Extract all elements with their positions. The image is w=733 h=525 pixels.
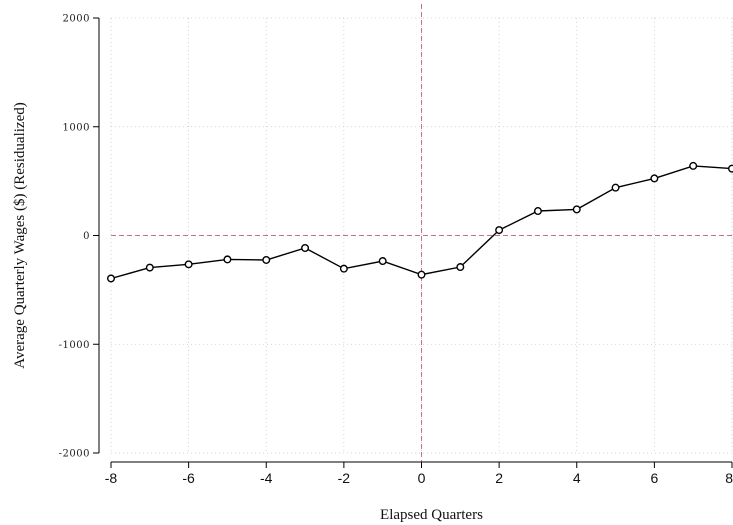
data-point: [145, 263, 154, 272]
x-tick-label: -8: [105, 470, 118, 486]
data-point: [728, 164, 733, 173]
reference-lines: [111, 4, 732, 462]
x-axis-title: Elapsed Quarters: [380, 507, 483, 523]
x-tick-label: 2: [495, 470, 503, 486]
y-tick-label: 1000: [63, 122, 90, 133]
data-point: [611, 183, 620, 192]
data-point: [223, 255, 232, 264]
data-point: [184, 260, 193, 269]
data-point: [456, 263, 465, 272]
axes: [93, 17, 733, 468]
x-tick-label: -4: [260, 470, 273, 486]
data-point: [417, 270, 426, 279]
data-point: [378, 257, 387, 266]
gridlines: [110, 17, 733, 454]
data-point: [689, 161, 698, 170]
data-point: [533, 207, 542, 216]
data-point: [262, 255, 271, 264]
y-axis-title: Average Quarterly Wages ($) (Residualize…: [12, 102, 28, 368]
x-tick-label: -6: [182, 470, 195, 486]
x-tick-label: 8: [725, 470, 733, 486]
y-tick-label: 2000: [63, 14, 90, 25]
x-tick-label: 0: [418, 470, 426, 486]
data-point: [572, 205, 581, 214]
tick-labels: -2000 -1000 0 1000 2000 -8 -6 -4 -2 0 2 4 6 8: [59, 14, 733, 487]
data-point: [301, 244, 310, 253]
data-point: [339, 264, 348, 273]
y-tick-label: 0: [83, 231, 90, 242]
data-point: [650, 174, 659, 183]
x-tick-label: -2: [338, 470, 351, 486]
series-line: [106, 161, 733, 283]
data-point: [495, 226, 504, 235]
data-point: [106, 274, 115, 283]
x-tick-label: 6: [650, 470, 658, 486]
y-tick-label: -2000: [59, 449, 90, 460]
x-tick-label: 4: [573, 470, 581, 486]
y-tick-label: -1000: [59, 340, 90, 351]
